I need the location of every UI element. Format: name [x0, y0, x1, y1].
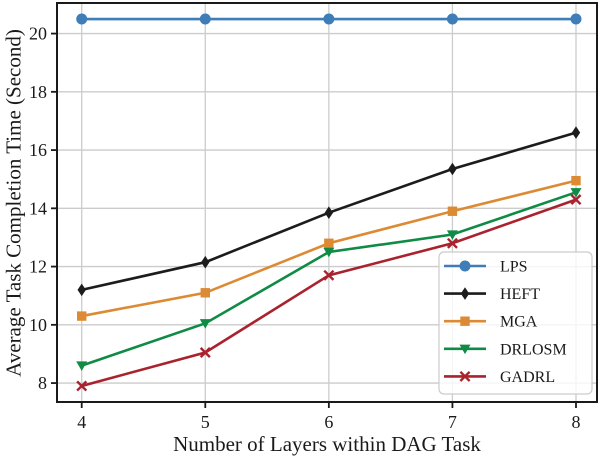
circle-marker-icon: [570, 13, 582, 25]
legend-entry-heft: HEFT: [444, 286, 540, 303]
series-lps: [76, 13, 582, 25]
square-marker-icon: [200, 288, 210, 298]
diamond-marker-icon: [77, 283, 86, 297]
legend-circle-marker-icon: [459, 260, 471, 272]
legend-label: GADRL: [500, 369, 555, 386]
legend-entry-mga: MGA: [444, 314, 538, 331]
x-marker-icon: [570, 194, 582, 206]
circle-marker-icon: [199, 13, 211, 25]
legend-label: DRLOSM: [500, 341, 567, 358]
x-marker-icon: [199, 347, 211, 358]
y-tick-label: 16: [29, 140, 47, 160]
diamond-marker-icon: [201, 255, 210, 269]
series-heft: [77, 126, 581, 297]
diamond-marker-icon: [324, 206, 334, 219]
triangle-down-marker-icon: [570, 188, 582, 198]
circle-marker-icon: [446, 13, 458, 25]
series-mga: [77, 175, 581, 321]
legend-box: [438, 251, 593, 395]
legend-label: HEFT: [500, 286, 540, 303]
square-marker-icon: [324, 238, 334, 248]
legend-entry-lps: LPS: [444, 259, 528, 276]
legend-square-marker-icon: [460, 316, 470, 326]
legend-diamond-marker-icon: [460, 287, 470, 300]
y-tick-label: 20: [29, 24, 47, 44]
x-axis-label: Number of Layers within DAG Task: [173, 432, 481, 456]
triangle-down-marker-icon: [76, 361, 88, 371]
triangle-down-marker-icon: [199, 319, 211, 329]
x-stroke: [459, 370, 471, 382]
x-stroke: [199, 347, 211, 358]
diamond-marker-icon: [448, 162, 457, 176]
x-tick-label: 7: [448, 412, 457, 432]
x-stroke: [570, 194, 582, 206]
x-marker-icon: [76, 380, 88, 392]
legend-entry-gadrl: GADRL: [444, 369, 555, 386]
legend-label: MGA: [500, 314, 538, 331]
square-marker-icon: [447, 206, 458, 216]
x-stroke: [76, 380, 88, 392]
y-tick-label: 8: [38, 373, 47, 393]
x-marker-icon: [323, 269, 335, 281]
plot-frame: [56, 2, 598, 403]
circle-marker-icon: [323, 13, 335, 25]
diamond-marker-icon: [571, 126, 581, 139]
x-marker-icon: [446, 237, 458, 249]
x-tick-label: 6: [324, 412, 333, 432]
legend-triangle-down-marker-icon: [459, 344, 471, 355]
triangle-down-marker-icon: [323, 247, 335, 258]
legend-entry-drlosm: DRLOSM: [444, 341, 567, 358]
legend-label: LPS: [500, 259, 528, 276]
x-stroke: [446, 237, 458, 249]
x-tick-label: 8: [571, 412, 580, 432]
x-tick-label: 4: [77, 412, 86, 432]
y-tick-label: 14: [29, 198, 47, 218]
y-tick-label: 18: [29, 82, 47, 102]
legend: LPS HEFT MGA DRLOSM GADRL: [438, 251, 593, 395]
y-axis-label: Average Task Completion Time (Second): [1, 29, 26, 377]
square-marker-icon: [571, 175, 581, 186]
x-tick-label: 5: [201, 412, 210, 432]
legend-x-marker-icon: [459, 370, 471, 382]
series-drlosm: [76, 188, 582, 371]
x-stroke: [323, 269, 335, 281]
square-marker-icon: [77, 311, 87, 321]
triangle-down-marker-icon: [446, 230, 458, 240]
y-tick-label: 10: [29, 315, 47, 335]
series-gadrl: [76, 194, 582, 392]
y-tick-label: 12: [29, 257, 47, 277]
circle-marker-icon: [76, 13, 88, 25]
